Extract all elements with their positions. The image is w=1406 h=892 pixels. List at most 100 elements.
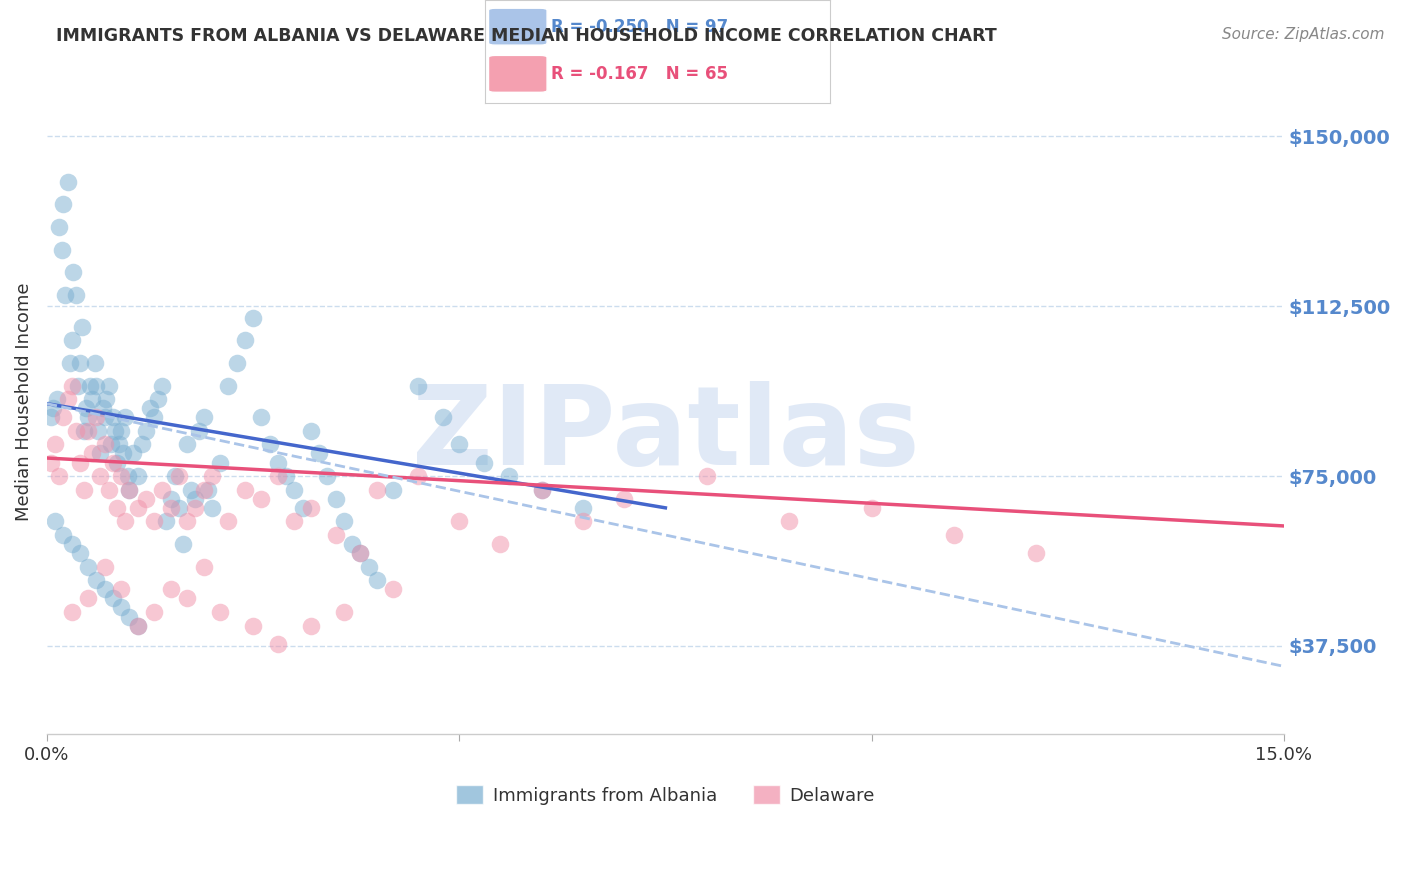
Point	[267, 637, 290, 651]
Point	[167, 500, 190, 515]
Point	[163, 469, 186, 483]
Point	[209, 605, 232, 619]
Point	[110, 582, 132, 597]
Point	[83, 356, 105, 370]
Point	[530, 483, 553, 497]
Point	[250, 410, 273, 425]
Text: ZIPatlas: ZIPatlas	[412, 381, 920, 488]
Point	[325, 528, 347, 542]
Point	[943, 528, 966, 542]
Point	[79, 378, 101, 392]
Text: R = -0.250   N = 97: R = -0.250 N = 97	[551, 18, 728, 36]
Point	[60, 333, 83, 347]
Point	[193, 483, 215, 497]
Point	[122, 446, 145, 460]
Point	[139, 401, 162, 416]
Point	[77, 559, 100, 574]
Point	[860, 500, 883, 515]
Point	[105, 456, 128, 470]
Point	[176, 515, 198, 529]
Point	[291, 500, 314, 515]
Point	[77, 591, 100, 606]
Point	[283, 515, 305, 529]
Point	[193, 410, 215, 425]
Point	[449, 515, 471, 529]
Point	[201, 500, 224, 515]
Point	[382, 483, 405, 497]
Point	[86, 378, 108, 392]
Point	[82, 446, 104, 460]
Point	[135, 491, 157, 506]
Point	[91, 401, 114, 416]
Point	[87, 424, 110, 438]
Point	[118, 483, 141, 497]
Point	[108, 437, 131, 451]
Point	[274, 469, 297, 483]
Point	[267, 469, 290, 483]
Point	[110, 600, 132, 615]
Point	[148, 392, 170, 406]
Point	[97, 378, 120, 392]
Point	[1025, 546, 1047, 560]
Point	[69, 546, 91, 560]
Point	[159, 491, 181, 506]
Point	[77, 424, 100, 438]
Point	[131, 437, 153, 451]
Point	[233, 483, 256, 497]
Point	[60, 378, 83, 392]
Point	[449, 437, 471, 451]
Point	[172, 537, 194, 551]
Point	[67, 378, 90, 392]
Point	[180, 483, 202, 497]
Point	[77, 410, 100, 425]
Point	[316, 469, 339, 483]
Point	[299, 618, 322, 632]
Point	[530, 483, 553, 497]
Point	[349, 546, 371, 560]
Point	[73, 424, 96, 438]
Point	[217, 378, 239, 392]
Point	[101, 591, 124, 606]
Point	[333, 605, 356, 619]
Legend: Immigrants from Albania, Delaware: Immigrants from Albania, Delaware	[449, 778, 882, 812]
Point	[201, 469, 224, 483]
Point	[52, 410, 75, 425]
Point	[143, 410, 166, 425]
Point	[97, 483, 120, 497]
Point	[39, 410, 62, 425]
FancyBboxPatch shape	[488, 8, 547, 45]
Point	[69, 356, 91, 370]
Point	[167, 469, 190, 483]
Point	[225, 356, 247, 370]
Point	[299, 500, 322, 515]
Point	[143, 515, 166, 529]
Point	[86, 574, 108, 588]
Point	[489, 537, 512, 551]
Point	[110, 469, 132, 483]
Point	[778, 515, 800, 529]
Point	[159, 582, 181, 597]
Point	[135, 424, 157, 438]
Point	[103, 424, 125, 438]
Point	[56, 175, 79, 189]
Point	[110, 424, 132, 438]
Point	[188, 424, 211, 438]
Point	[349, 546, 371, 560]
Point	[114, 515, 136, 529]
Point	[233, 333, 256, 347]
Point	[197, 483, 219, 497]
Point	[101, 456, 124, 470]
Point	[184, 500, 207, 515]
Point	[267, 456, 290, 470]
Point	[159, 500, 181, 515]
FancyBboxPatch shape	[488, 55, 547, 93]
Point	[209, 456, 232, 470]
Point	[76, 401, 98, 416]
Point	[250, 491, 273, 506]
Point	[39, 456, 62, 470]
Point	[52, 197, 75, 211]
Point	[59, 356, 82, 370]
Point	[184, 491, 207, 506]
Point	[325, 491, 347, 506]
Point	[53, 288, 76, 302]
